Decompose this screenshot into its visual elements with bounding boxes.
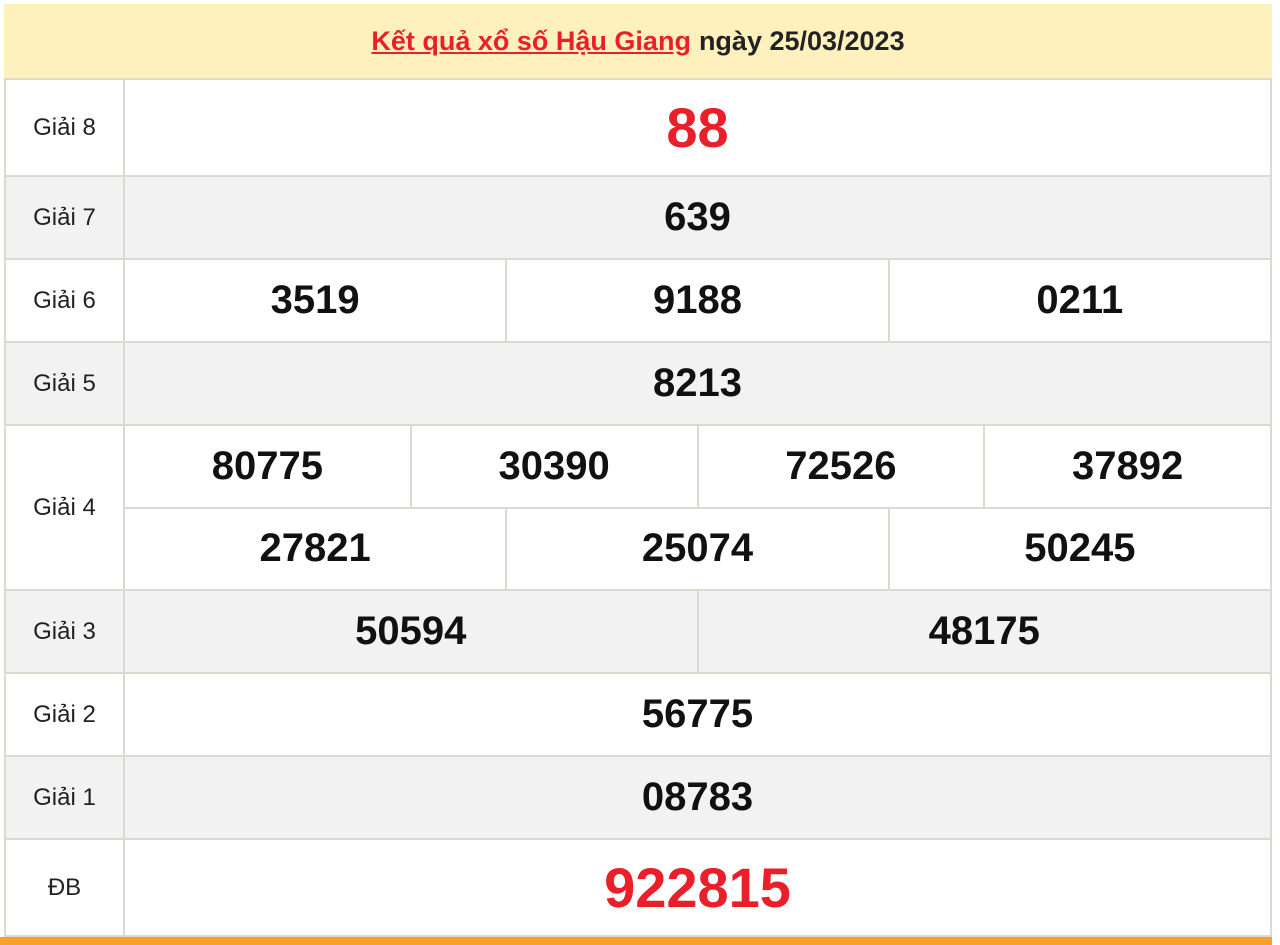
number-row: 639 [125,177,1270,258]
prize-number: 922815 [604,856,791,919]
number-row: 56775 [125,674,1270,755]
prize-number: 0211 [887,260,1270,341]
prize-numbers: 56775 [125,674,1270,755]
prize-number: 50245 [887,508,1270,589]
prize-row: Giải 2 56775 [4,674,1272,757]
number-row: 27821 25074 50245 [125,506,1270,589]
province-link[interactable]: Kết quả xổ số Hậu Giang [371,25,691,56]
prize-numbers: 88 [125,80,1270,175]
prize-numbers: 3519 9188 0211 [125,260,1270,341]
prize-number: 30390 [409,426,697,507]
prize-number: 9188 [505,260,887,341]
prize-number: 56775 [641,692,754,736]
number-row: 88 [125,80,1270,175]
prize-number: 3519 [270,278,360,322]
result-date: ngày 25/03/2023 [698,25,905,56]
number-row: 8213 [125,343,1270,424]
prize-number: 08783 [641,775,754,819]
prize-label: Giải 1 [6,757,125,838]
prize-numbers: 80775 30390 72526 37892 27821 25074 50245 [125,426,1270,589]
prize-numbers: 922815 [125,840,1270,935]
prize-row: Giải 4 80775 30390 72526 37892 27821 25074 5024… [4,426,1272,591]
prize-numbers: 08783 [125,757,1270,838]
prize-number: 80775 [211,443,323,488]
prize-number: 37892 [983,426,1270,507]
footer-bar [0,937,1272,945]
prize-numbers: 50594 48175 [125,591,1270,672]
prize-row: Giải 3 50594 48175 [4,591,1272,674]
prize-number: 48175 [696,591,1271,672]
number-row: 08783 [125,757,1270,838]
prize-label: ĐB [6,840,125,935]
prize-row: Giải 6 3519 9188 0211 [4,260,1272,343]
number-row: 80775 30390 72526 37892 [125,426,1270,507]
prize-number: 27821 [259,526,371,571]
prize-number: 639 [664,195,731,239]
prize-row: Giải 1 08783 [4,757,1272,840]
prize-number: 72526 [696,426,984,507]
prize-label: Giải 6 [6,260,125,341]
prize-numbers: 639 [125,177,1270,258]
prize-number: 50594 [355,609,467,653]
prize-row: Giải 8 88 [4,78,1272,177]
prize-label: Giải 4 [6,426,125,589]
prize-number: 8213 [653,361,742,405]
prize-row: Giải 7 639 [4,177,1272,260]
prize-numbers: 8213 [125,343,1270,424]
number-row: 3519 9188 0211 [125,260,1270,341]
prize-number: 25074 [505,508,887,589]
prize-label: Giải 7 [6,177,125,258]
prize-row: Giải 5 8213 [4,343,1272,426]
results-table: Giải 8 88 Giải 7 639 Giải 6 3519 9188 0211 Giải … [4,78,1272,937]
prize-label: Giải 2 [6,674,125,755]
prize-label: Giải 5 [6,343,125,424]
prize-number: 88 [666,96,729,159]
results-header: Kết quả xổ số Hậu Giang ngày 25/03/2023 [4,4,1272,78]
number-row: 922815 [125,840,1270,935]
prize-label: Giải 3 [6,591,125,672]
prize-label: Giải 8 [6,80,125,175]
lottery-results: Kết quả xổ số Hậu Giang ngày 25/03/2023 … [4,4,1272,937]
number-row: 50594 48175 [125,591,1270,672]
prize-row: ĐB 922815 [4,840,1272,937]
